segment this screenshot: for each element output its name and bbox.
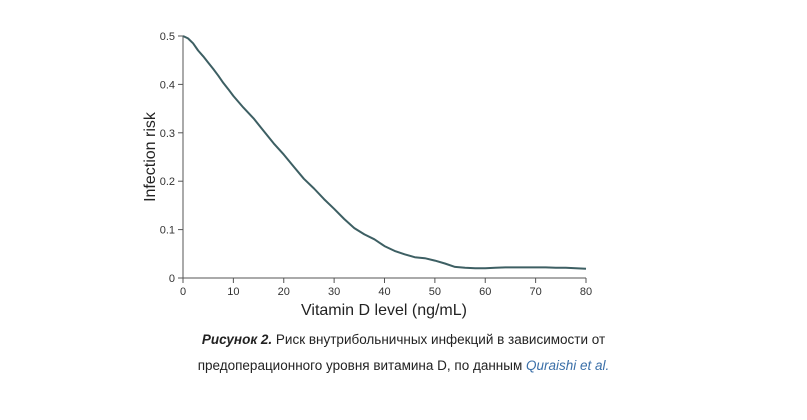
y-tick-label: 0.3 xyxy=(160,128,175,140)
y-tick-label: 0 xyxy=(169,273,175,285)
x-tick-label: 60 xyxy=(479,286,491,298)
caption-line-2: предоперационного уровня витамина D, по … xyxy=(0,353,807,379)
caption-text-1: Риск внутрибольничных инфекций в зависим… xyxy=(272,332,606,347)
x-tick-label: 0 xyxy=(180,286,186,298)
x-tick-label: 30 xyxy=(328,286,340,298)
y-axis-title: Infection risk xyxy=(142,111,159,202)
x-tick-label: 80 xyxy=(580,286,592,298)
caption-line-1: Рисунок 2. Риск внутрибольничных инфекци… xyxy=(0,327,807,353)
axis-ticks: 0 10 20 30 40 50 60 70 80 0 0.1 0.2 0.3 0.4 0.5 xyxy=(160,31,592,298)
caption-label: Рисунок 2. xyxy=(201,332,273,347)
x-axis-title: Vitamin D level (ng/mL) xyxy=(301,302,467,319)
x-tick-label: 10 xyxy=(227,286,239,298)
x-tick-label: 40 xyxy=(378,286,390,298)
y-tick-label: 0.5 xyxy=(160,31,175,43)
caption-source-link[interactable]: Quraishi et al. xyxy=(525,358,610,373)
line-chart: 0 10 20 30 40 50 60 70 80 0 0.1 0.2 0.3 0.4 0.5 Infect… xyxy=(142,31,592,319)
y-tick-label: 0.2 xyxy=(160,176,175,188)
y-tick-label: 0.4 xyxy=(160,79,175,91)
chart-axes xyxy=(182,36,586,279)
x-tick-label: 20 xyxy=(278,286,290,298)
y-tick-label: 0.1 xyxy=(160,225,175,237)
x-tick-label: 70 xyxy=(530,286,542,298)
caption-text-2: предоперационного уровня витамина D, по … xyxy=(197,358,526,373)
figure-caption: Рисунок 2. Риск внутрибольничных инфекци… xyxy=(0,327,807,379)
x-tick-label: 50 xyxy=(429,286,441,298)
infection-risk-line xyxy=(182,35,587,270)
